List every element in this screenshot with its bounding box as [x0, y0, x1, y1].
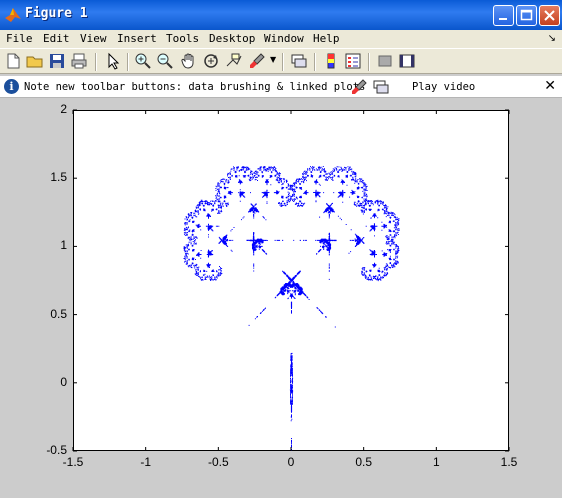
data-cursor-icon[interactable]	[225, 52, 243, 70]
pan-hand-icon[interactable]	[180, 52, 198, 70]
minimize-button[interactable]	[493, 5, 514, 26]
figure-toolbar: ▼	[0, 48, 562, 74]
brush-dropdown-icon[interactable]: ▼	[270, 55, 276, 64]
x-tick-label: 0.5	[355, 455, 372, 469]
save-icon[interactable]	[48, 52, 66, 70]
info-bar: i Note new toolbar buttons: data brushin…	[0, 76, 562, 98]
y-tick-label: -0.5	[46, 443, 67, 457]
toolbar-separator	[95, 53, 97, 71]
close-button[interactable]	[539, 5, 560, 26]
x-tick-label: 0	[288, 455, 295, 469]
toolbar-separator	[127, 53, 129, 71]
x-tick-label: 1	[433, 455, 440, 469]
brush-icon	[350, 79, 368, 95]
y-tick-label: 0	[60, 375, 67, 389]
menu-window[interactable]: Window	[264, 32, 304, 45]
link-plot-icon[interactable]	[290, 52, 308, 70]
menu-file[interactable]: File	[6, 32, 33, 45]
menu-edit[interactable]: Edit	[43, 32, 70, 45]
zoom-in-icon[interactable]	[134, 52, 152, 70]
scatter-point	[184, 167, 400, 450]
scatter-plot	[73, 110, 509, 455]
info-note-text: Note new toolbar buttons: data brushing …	[24, 81, 365, 93]
legend-icon[interactable]	[344, 52, 362, 70]
window-title: Figure 1	[25, 6, 88, 21]
x-tick-label: -0.5	[208, 455, 229, 469]
show-plot-tools-icon[interactable]	[398, 52, 416, 70]
x-tick-label: -1	[140, 455, 151, 469]
print-icon[interactable]	[70, 52, 88, 70]
link-plot-icon	[372, 79, 390, 95]
edit-plot-arrow-icon[interactable]	[104, 52, 122, 70]
menu-desktop[interactable]: Desktop	[209, 32, 255, 45]
info-icon: i	[4, 79, 19, 94]
title-bar[interactable]: Figure 1	[0, 0, 562, 30]
y-tick-label: 0.5	[50, 307, 67, 321]
hide-plot-tools-icon[interactable]	[376, 52, 394, 70]
toolbar-separator	[314, 53, 316, 71]
brush-icon[interactable]	[248, 52, 266, 70]
menu-view[interactable]: View	[80, 32, 107, 45]
x-tick-label: 1.5	[501, 455, 518, 469]
dock-arrow-icon[interactable]: ↘	[548, 33, 556, 44]
toolbar-separator	[282, 53, 284, 71]
play-video-link[interactable]: Play video	[412, 81, 475, 93]
matlab-logo-icon	[4, 6, 22, 24]
y-tick-label: 2	[60, 102, 67, 116]
menu-help[interactable]: Help	[313, 32, 340, 45]
open-file-icon[interactable]	[26, 52, 44, 70]
new-figure-icon[interactable]	[4, 52, 22, 70]
menu-tools[interactable]: Tools	[166, 32, 199, 45]
y-tick-label: 1.5	[50, 170, 67, 184]
colorbar-icon[interactable]	[322, 52, 340, 70]
zoom-out-icon[interactable]	[156, 52, 174, 70]
menu-bar: File Edit View Insert Tools Desktop Wind…	[0, 30, 562, 48]
menu-insert[interactable]: Insert	[117, 32, 157, 45]
close-icon[interactable]: ✕	[544, 78, 556, 94]
y-tick-label: 1	[60, 238, 67, 252]
maximize-button[interactable]	[516, 5, 537, 26]
scatter-points	[184, 167, 400, 450]
rotate-3d-icon[interactable]	[202, 52, 220, 70]
x-tick-label: -1.5	[63, 455, 84, 469]
toolbar-separator	[368, 53, 370, 71]
